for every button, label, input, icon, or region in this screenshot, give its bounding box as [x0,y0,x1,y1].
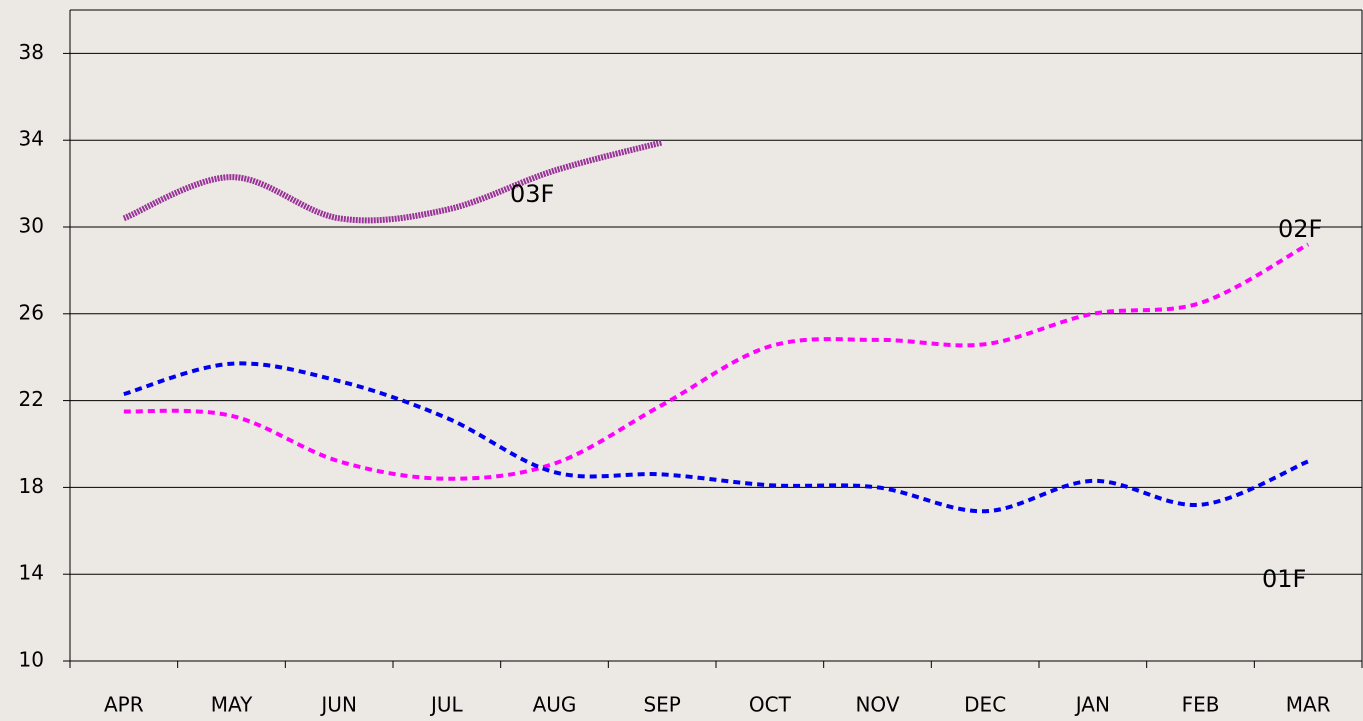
x-tick-label: NOV [855,693,899,717]
series-line [123,361,1309,514]
y-tick-label: 26 [19,300,44,324]
y-tick-label: 14 [19,561,44,585]
x-tick-label: AUG [533,693,577,717]
x-tick-label: JUL [429,693,464,717]
series-label: 03F [510,180,554,208]
x-tick-label: OCT [749,693,792,717]
y-tick-label: 22 [19,387,44,411]
x-tick-label: DEC [964,693,1006,717]
series-line [122,139,663,224]
x-tick-label: MAY [211,693,253,717]
y-tick-label: 38 [19,40,44,64]
y-tick-label: 30 [19,214,44,238]
x-tick-label: FEB [1182,693,1220,717]
x-tick-label: MAR [1286,693,1331,717]
y-tick-label: 10 [19,648,44,672]
series-label: 02F [1278,215,1322,243]
x-tick-label: JAN [1074,693,1110,717]
y-tick-label: 34 [19,127,44,151]
x-tick-label: JUN [319,693,357,717]
series-label: 01F [1262,565,1306,593]
y-tick-label: 18 [19,474,44,498]
x-tick-label: SEP [643,693,680,717]
series-line [123,242,1310,481]
x-tick-label: APR [104,693,144,717]
